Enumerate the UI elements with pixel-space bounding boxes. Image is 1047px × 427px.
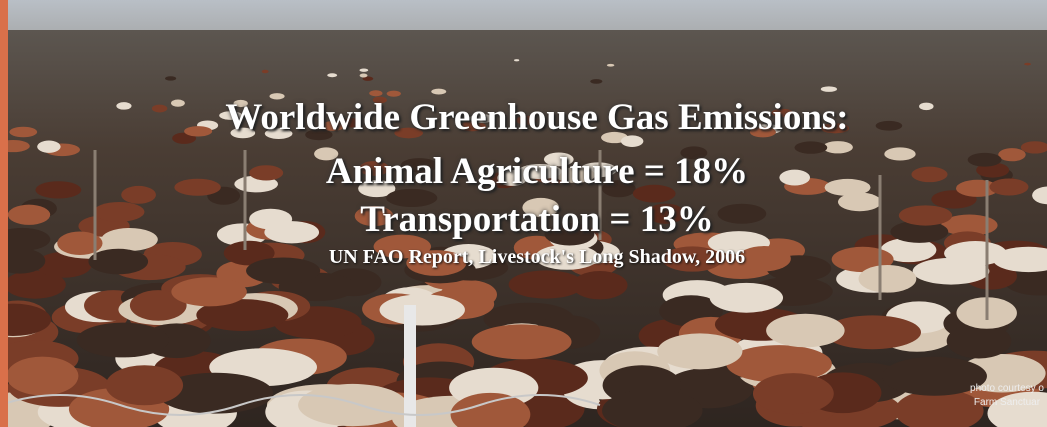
white-post xyxy=(404,305,416,427)
cow xyxy=(380,294,465,325)
title-line: Worldwide Greenhouse Gas Emissions: xyxy=(0,96,1047,139)
cow xyxy=(77,323,169,358)
cow xyxy=(947,324,1012,359)
cow xyxy=(262,70,269,74)
title-line: Animal Agriculture = 18% xyxy=(0,150,1047,193)
cow xyxy=(821,86,837,92)
credit: Farm Sanctuar xyxy=(952,397,1047,408)
cow xyxy=(298,384,407,426)
cow xyxy=(327,73,337,77)
cow xyxy=(607,64,614,67)
cow xyxy=(590,79,602,84)
title-line: Transportation = 13% xyxy=(0,198,1047,241)
cow xyxy=(710,283,783,313)
credit: photo courtesy o xyxy=(952,383,1047,394)
cow xyxy=(360,73,368,77)
cow xyxy=(753,373,834,414)
cow xyxy=(359,69,368,72)
cow xyxy=(766,314,845,348)
cow xyxy=(1024,63,1031,66)
cow xyxy=(431,89,446,95)
cow xyxy=(509,270,584,298)
cow xyxy=(165,76,176,80)
cow xyxy=(657,333,742,369)
cow xyxy=(514,59,519,61)
cow xyxy=(472,324,572,359)
cow xyxy=(106,365,183,405)
cow xyxy=(859,265,917,293)
cow xyxy=(6,357,78,396)
source: UN FAO Report, Livestock's Long Shadow, … xyxy=(0,246,1047,269)
cow xyxy=(171,277,246,306)
slide: Worldwide Greenhouse Gas Emissions: Anim… xyxy=(0,0,1047,427)
